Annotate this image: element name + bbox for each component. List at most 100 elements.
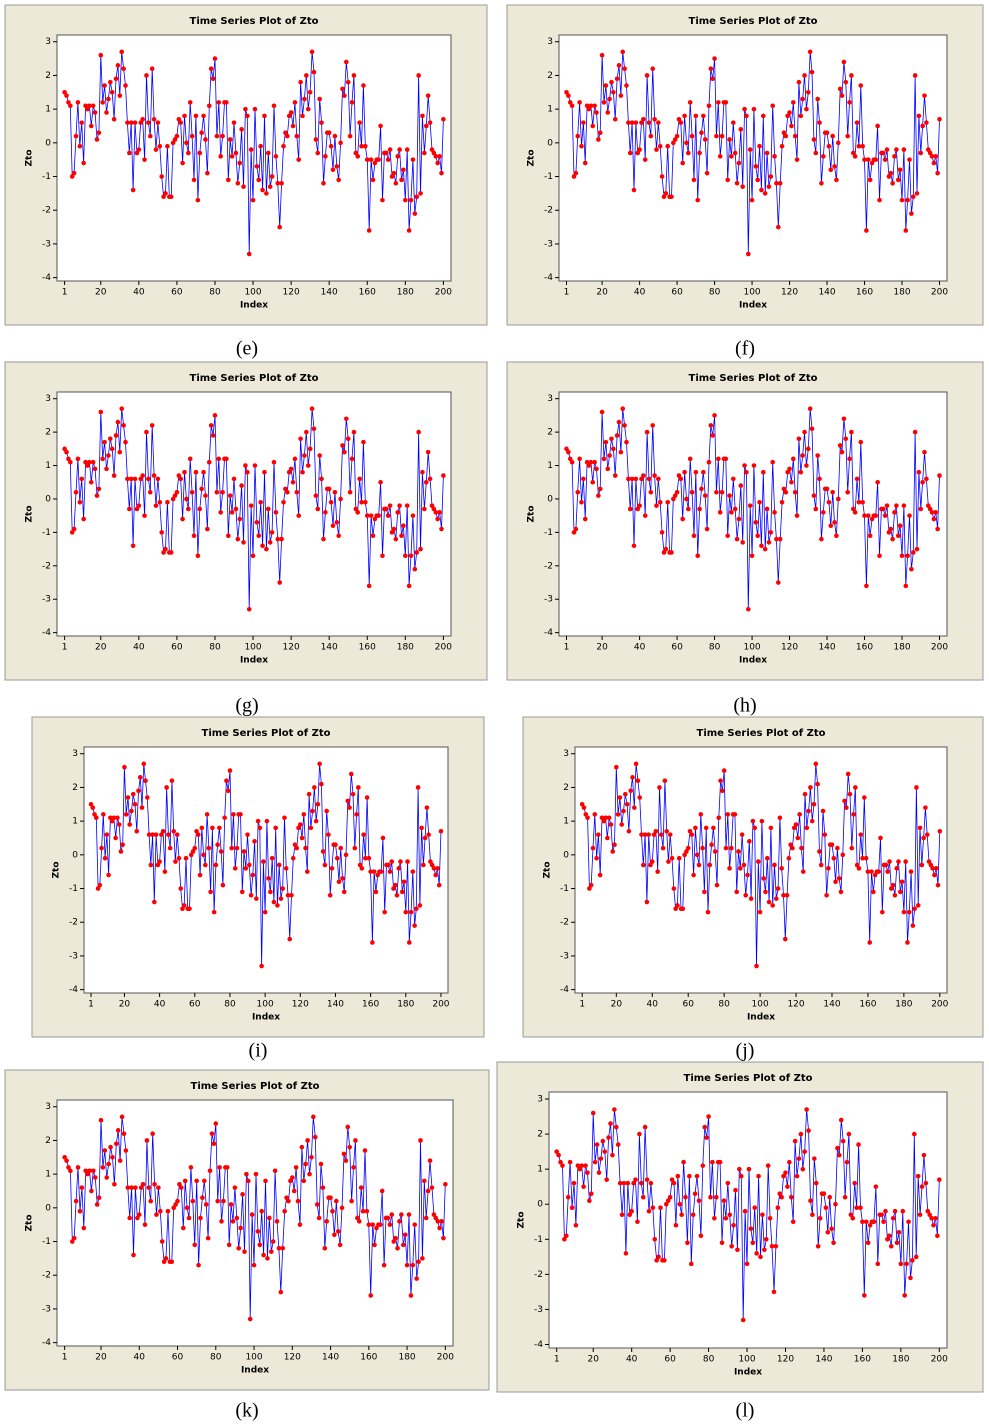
data-point xyxy=(136,147,142,152)
data-point xyxy=(768,174,774,179)
data-point xyxy=(94,815,99,821)
data-point xyxy=(227,768,233,773)
data-point xyxy=(164,785,169,790)
data-point xyxy=(748,1226,754,1232)
data-point xyxy=(605,466,611,472)
data-point xyxy=(659,174,665,179)
data-point xyxy=(159,530,164,535)
x-tick-label: 20 xyxy=(95,1353,107,1363)
data-point xyxy=(150,832,155,837)
data-point xyxy=(302,96,307,102)
y-tick-label: -2 xyxy=(534,1270,543,1280)
data-point xyxy=(380,553,385,559)
data-point xyxy=(204,812,210,817)
data-point xyxy=(865,513,871,518)
data-point xyxy=(753,520,759,525)
data-point xyxy=(201,113,206,119)
data-point xyxy=(921,835,926,841)
data-point xyxy=(661,550,667,555)
data-point xyxy=(87,459,92,465)
data-point xyxy=(654,147,659,152)
data-point xyxy=(441,1235,446,1241)
data-point xyxy=(929,1215,934,1221)
data-point xyxy=(768,530,774,535)
data-point xyxy=(912,906,917,912)
data-point xyxy=(360,1208,366,1214)
data-point xyxy=(71,526,77,532)
data-point xyxy=(372,1242,377,1248)
data-point xyxy=(183,855,189,861)
data-point xyxy=(725,812,731,817)
y-tick-label: 2 xyxy=(563,783,569,793)
data-point xyxy=(575,133,581,139)
data-point xyxy=(650,1205,656,1211)
y-tick-label: -1 xyxy=(69,884,78,894)
data-point xyxy=(928,862,934,868)
data-point xyxy=(599,815,605,821)
data-point xyxy=(113,433,119,438)
data-point xyxy=(79,1185,85,1190)
data-point xyxy=(261,859,266,864)
data-point xyxy=(109,89,115,95)
data-point xyxy=(779,866,784,871)
data-point xyxy=(140,473,145,478)
data-point xyxy=(811,493,817,498)
data-point xyxy=(819,536,824,542)
y-tick-label: 1 xyxy=(563,817,569,827)
data-point xyxy=(138,476,144,482)
data-point xyxy=(236,1245,242,1251)
data-point xyxy=(348,771,354,777)
x-tick-label: 1 xyxy=(62,643,68,653)
data-point xyxy=(138,120,144,125)
data-point xyxy=(878,835,883,841)
data-point xyxy=(104,466,109,472)
data-point xyxy=(137,775,143,780)
data-point xyxy=(680,906,686,912)
data-point xyxy=(577,1166,583,1172)
data-point xyxy=(286,1198,291,1204)
data-point xyxy=(817,849,822,854)
data-point xyxy=(849,429,854,435)
data-point xyxy=(244,1171,249,1177)
y-tick-label: -3 xyxy=(42,1304,51,1314)
data-point xyxy=(380,835,386,841)
data-point xyxy=(804,825,810,831)
data-point xyxy=(262,113,267,119)
data-point xyxy=(772,154,777,159)
data-point xyxy=(194,828,199,834)
data-point xyxy=(619,1212,625,1218)
y-tick-label: -3 xyxy=(544,239,553,249)
y-tick-label: 2 xyxy=(547,71,553,81)
data-point xyxy=(735,1247,740,1253)
data-point xyxy=(246,606,252,612)
data-point xyxy=(374,1225,379,1231)
data-point xyxy=(686,506,691,512)
data-point xyxy=(291,1188,297,1194)
data-point xyxy=(716,815,722,821)
data-point xyxy=(172,137,178,142)
data-point xyxy=(303,1161,308,1167)
x-tick-label: 20 xyxy=(587,1355,599,1365)
data-point xyxy=(305,106,311,112)
data-point xyxy=(630,775,635,780)
data-point xyxy=(68,103,73,109)
data-point xyxy=(218,510,223,515)
data-point xyxy=(677,1201,683,1207)
data-point xyxy=(426,832,431,837)
data-point xyxy=(203,862,208,868)
data-point xyxy=(98,1117,104,1123)
data-point xyxy=(132,476,138,482)
data-point xyxy=(791,825,797,831)
data-point xyxy=(168,550,174,555)
x-tick-label: 120 xyxy=(781,643,798,653)
data-point xyxy=(159,174,164,179)
data-point xyxy=(665,1198,671,1204)
data-point xyxy=(639,476,644,482)
data-point xyxy=(246,251,252,257)
data-point xyxy=(422,150,427,156)
data-point xyxy=(817,1215,823,1221)
data-point xyxy=(775,886,781,891)
data-point xyxy=(646,1208,652,1214)
data-point xyxy=(577,100,582,105)
